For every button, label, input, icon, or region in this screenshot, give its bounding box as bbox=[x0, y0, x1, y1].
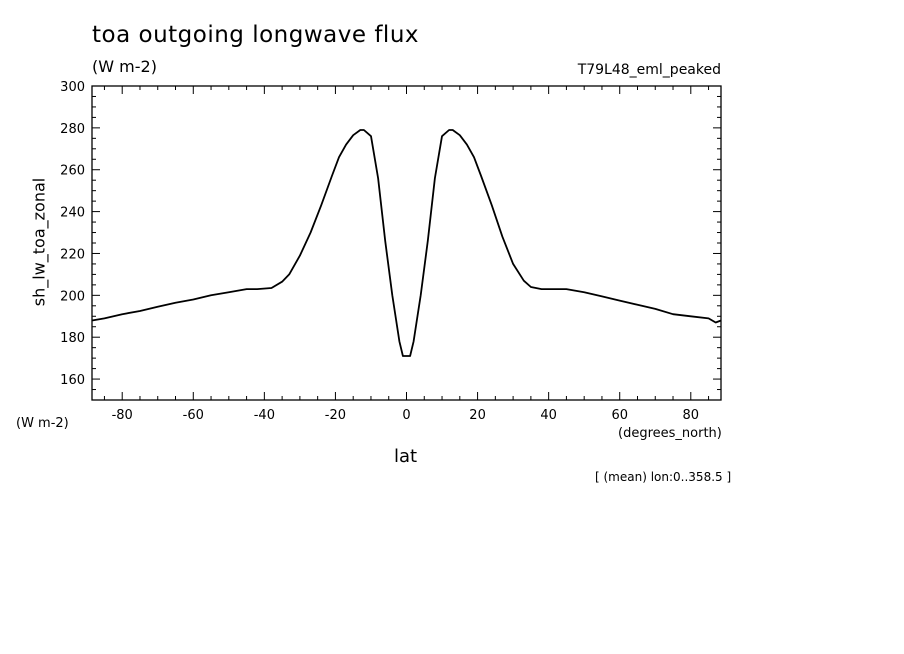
chart-title: toa outgoing longwave flux bbox=[92, 22, 420, 48]
plot-frame bbox=[91, 85, 722, 401]
mean-note: [ (mean) lon:0..358.5 ] bbox=[595, 470, 732, 484]
x-axis-label: lat bbox=[394, 446, 418, 467]
series-line-0 bbox=[91, 129, 722, 357]
y-tick-label: 200 bbox=[60, 289, 85, 304]
y-axis-units: (W m-2) bbox=[16, 416, 69, 431]
y-tick-label: 300 bbox=[60, 80, 85, 95]
x-tick-label: -20 bbox=[325, 408, 346, 423]
y-tick-label: 240 bbox=[60, 206, 85, 221]
x-axis-units: (degrees_north) bbox=[618, 426, 722, 441]
y-tick-label: 160 bbox=[60, 373, 85, 388]
y-tick-label: 280 bbox=[60, 122, 85, 137]
run-label: T79L48_eml_peaked bbox=[577, 62, 721, 78]
y-tick-label: 180 bbox=[60, 331, 85, 346]
x-tick-label: -60 bbox=[183, 408, 204, 423]
y-tick-label: 220 bbox=[60, 247, 85, 262]
x-tick-label: -80 bbox=[112, 408, 133, 423]
x-tick-label: 60 bbox=[611, 408, 628, 423]
x-tick-label: 80 bbox=[683, 408, 700, 423]
x-tick-label: -40 bbox=[254, 408, 275, 423]
y-tick-label: 260 bbox=[60, 164, 85, 179]
x-tick-label: 20 bbox=[469, 408, 486, 423]
x-tick-label: 0 bbox=[402, 408, 410, 423]
x-tick-label: 40 bbox=[540, 408, 557, 423]
chart-units: (W m-2) bbox=[92, 57, 157, 76]
